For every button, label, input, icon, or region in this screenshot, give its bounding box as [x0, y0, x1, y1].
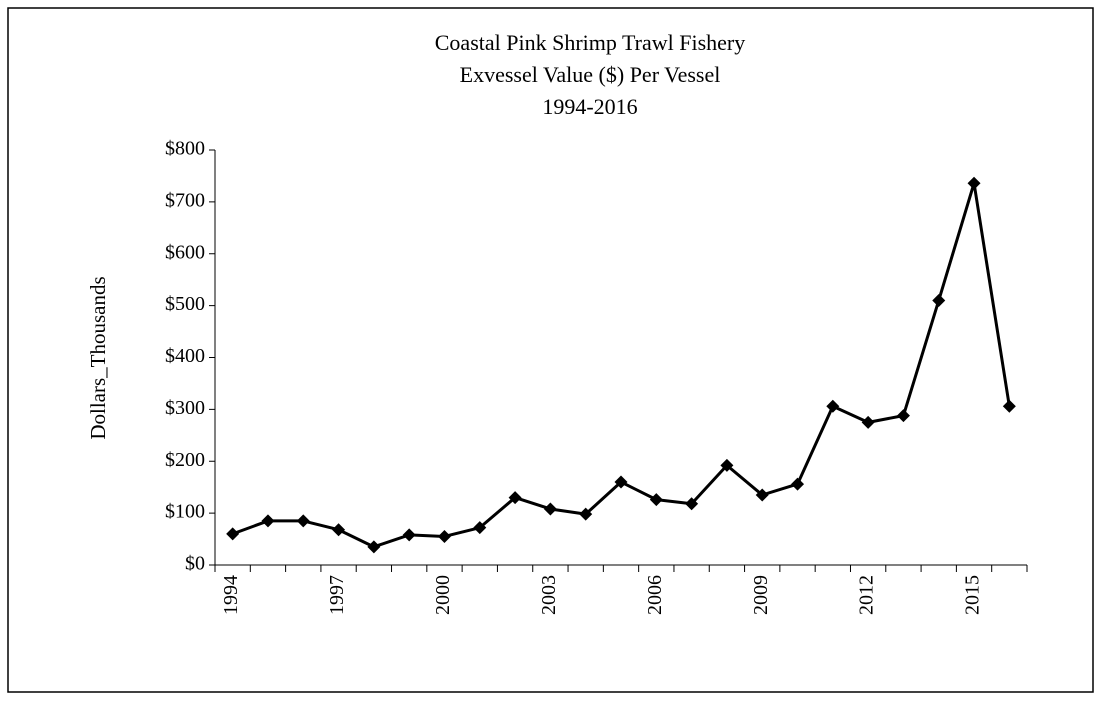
marker	[579, 507, 593, 521]
marker	[402, 528, 416, 542]
chart-title: 1994-2016	[542, 94, 637, 119]
x-tick-label: 1997	[326, 575, 348, 615]
y-axis-label: Dollars_Thousands	[86, 276, 110, 439]
marker	[685, 497, 699, 511]
y-tick-label: $500	[165, 293, 205, 315]
marker	[861, 415, 875, 429]
marker	[614, 475, 628, 489]
chart-border	[7, 7, 1094, 693]
x-tick-label: 2000	[432, 575, 454, 615]
y-tick-label: $800	[165, 138, 205, 160]
marker	[826, 399, 840, 413]
marker	[967, 176, 981, 190]
marker	[508, 491, 522, 505]
y-tick-label: $200	[165, 449, 205, 471]
y-tick-label: $400	[165, 345, 205, 367]
marker	[720, 458, 734, 472]
x-tick-label: 2009	[750, 575, 772, 615]
x-tick-label: 2015	[962, 575, 984, 615]
x-tick-label: 2006	[644, 575, 666, 615]
marker	[332, 523, 346, 537]
x-tick-label: 2003	[538, 575, 560, 615]
marker	[755, 488, 769, 502]
marker	[896, 409, 910, 423]
marker	[437, 529, 451, 543]
marker	[543, 502, 557, 516]
y-tick-label: $600	[165, 241, 205, 263]
marker	[296, 514, 310, 528]
marker	[1002, 399, 1016, 413]
chart-title: Exvessel Value ($) Per Vessel	[460, 62, 721, 87]
marker	[932, 293, 946, 307]
y-tick-label: $0	[185, 553, 205, 575]
marker	[649, 493, 663, 507]
x-tick-label: 2012	[856, 575, 878, 615]
marker	[791, 477, 805, 491]
chart-title: Coastal Pink Shrimp Trawl Fishery	[435, 30, 745, 55]
x-tick-label: 1994	[220, 575, 242, 615]
y-tick-label: $100	[165, 501, 205, 523]
marker	[261, 514, 275, 528]
marker	[367, 540, 381, 554]
y-tick-label: $700	[165, 189, 205, 211]
marker	[473, 521, 487, 535]
marker	[226, 527, 240, 541]
y-tick-label: $300	[165, 397, 205, 419]
